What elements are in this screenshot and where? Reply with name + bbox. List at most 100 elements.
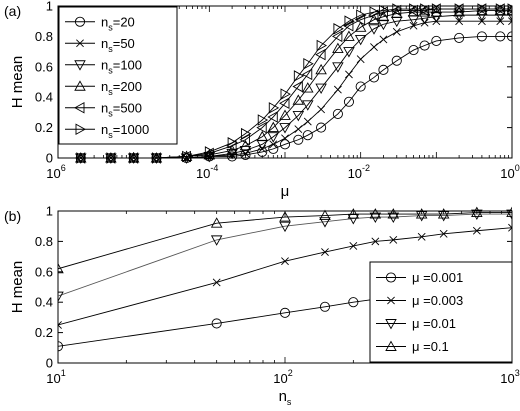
series-point — [256, 121, 267, 134]
series-point — [368, 72, 380, 83]
series-point — [279, 307, 291, 318]
series-point — [317, 105, 326, 114]
series-point — [356, 9, 367, 21]
x-tick-label: 10-4 — [196, 163, 218, 181]
series-point — [387, 208, 400, 219]
x-axis-label: μ — [281, 183, 290, 200]
series-point — [333, 85, 342, 94]
series-point — [430, 12, 443, 23]
series-point — [332, 108, 343, 119]
series-point — [371, 237, 380, 246]
series-point — [368, 24, 380, 35]
series-point — [471, 209, 483, 220]
series-point — [58, 321, 62, 329]
series-point — [454, 3, 466, 15]
series-point — [471, 206, 483, 217]
series-point — [439, 229, 448, 238]
series-point — [180, 150, 192, 163]
series-point — [279, 139, 291, 150]
series-point — [387, 212, 400, 224]
legend-entry: ns=20 — [101, 14, 135, 32]
legend-entry: ns=100 — [101, 57, 142, 75]
series-point — [409, 21, 418, 30]
series-point — [303, 117, 312, 126]
series-point — [75, 153, 87, 164]
series-point — [455, 17, 464, 26]
series-point — [301, 68, 313, 81]
legend-marker — [387, 296, 395, 305]
series-point — [369, 208, 382, 219]
legend-entry: μ =0.003 — [412, 293, 463, 308]
legend: μ =0.001 μ =0.003 μ =0.01 μ =0.1 — [369, 261, 513, 363]
legend-entry: ns=1000 — [101, 122, 149, 140]
legend-entry: μ =0.01 — [412, 316, 456, 331]
series-point — [204, 146, 216, 158]
series-point — [58, 341, 64, 352]
series-point — [333, 23, 344, 35]
series-point — [407, 4, 419, 17]
series-point — [506, 206, 512, 217]
series-point — [453, 10, 465, 22]
series-point — [75, 152, 87, 163]
series-point — [294, 125, 303, 134]
panel-b: 0 0.2 0.4 0.6 0.8 1 101 102 103 (b) H mean ns μ =0.0… — [4, 204, 520, 408]
series-point — [240, 127, 252, 140]
series-point — [343, 47, 355, 58]
series-point — [472, 226, 481, 235]
series-point — [496, 17, 505, 26]
series-point — [378, 4, 390, 17]
legend-marker — [385, 340, 397, 351]
legend-marker — [75, 123, 86, 136]
series-point — [292, 80, 303, 93]
series-point — [281, 134, 289, 143]
series-point — [453, 6, 465, 17]
series-point — [182, 150, 193, 163]
series-point — [477, 3, 488, 15]
panel-a: 0 0.2 0.4 0.6 0.8 1 106 10-4 10-2 100 (a) H mean μ ns… — [4, 0, 520, 200]
series-point — [408, 45, 419, 56]
series-point — [370, 43, 378, 51]
series-point — [506, 5, 512, 13]
legend-entry: ns=500 — [101, 100, 142, 118]
series-point — [279, 97, 290, 110]
legend-marker — [385, 272, 397, 283]
series-point — [494, 10, 507, 22]
series-point — [239, 133, 250, 146]
series-point — [419, 40, 430, 51]
series-2 — [58, 223, 512, 329]
x-tick-label: 102 — [273, 368, 292, 386]
legend-entry: ns=200 — [101, 79, 142, 97]
series-point — [293, 70, 305, 82]
series-point — [127, 152, 140, 163]
series-point — [392, 27, 401, 36]
series-line — [80, 14, 512, 159]
y-tick-label: 0.4 — [35, 295, 53, 310]
series-point — [377, 6, 388, 18]
legend-entry: ns=50 — [101, 36, 135, 54]
series-point — [430, 6, 443, 17]
series-point — [319, 301, 331, 312]
series-point — [454, 32, 465, 43]
series-point — [58, 262, 64, 274]
series-point — [227, 137, 239, 149]
y-tick-label: 0.4 — [35, 90, 53, 105]
series-point — [431, 3, 443, 15]
series-point — [58, 291, 64, 303]
series-point — [332, 42, 344, 54]
series-point — [343, 96, 354, 107]
series-point — [76, 154, 85, 162]
series-line — [58, 212, 512, 270]
series-line — [58, 213, 512, 297]
series-point — [508, 223, 512, 232]
series-point — [355, 81, 366, 92]
series-point — [506, 31, 512, 42]
series-point — [319, 209, 331, 221]
legend-entry: μ =0.001 — [412, 270, 463, 285]
legend-marker — [385, 319, 397, 330]
series-point — [508, 17, 512, 26]
series-point — [315, 48, 326, 61]
legend-marker — [74, 16, 86, 27]
series-point — [418, 13, 431, 25]
series-point — [279, 109, 291, 120]
panel-label: (b) — [4, 208, 21, 224]
